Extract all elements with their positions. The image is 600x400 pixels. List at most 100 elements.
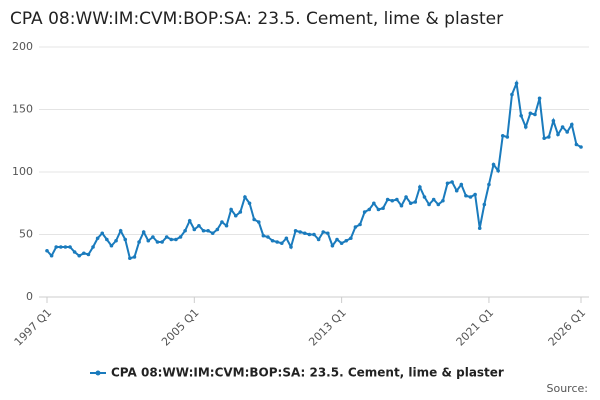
legend-label: CPA 08:WW:IM:CVM:BOP:SA: 23.5. Cement, l… [111, 366, 504, 380]
point [395, 197, 399, 202]
point [372, 201, 376, 206]
point [500, 133, 505, 138]
point [86, 252, 91, 257]
point [155, 240, 160, 244]
point [132, 255, 137, 259]
point [505, 135, 510, 139]
x-tick-label: 2005 Q1 [159, 306, 202, 349]
point [312, 232, 316, 237]
point [247, 201, 252, 206]
point [353, 225, 358, 229]
point [100, 231, 105, 236]
point [436, 202, 441, 207]
point [128, 256, 132, 261]
point [528, 111, 533, 116]
point [284, 236, 289, 241]
point [330, 243, 335, 248]
point [63, 245, 68, 249]
point [514, 81, 519, 86]
point [427, 202, 431, 207]
point [519, 113, 523, 118]
point [275, 240, 279, 244]
x-tick-label: 2013 Q1 [306, 306, 349, 349]
point [187, 218, 192, 223]
point [123, 237, 128, 242]
point [326, 231, 330, 236]
point [418, 185, 422, 189]
legend-marker [95, 370, 101, 376]
x-tick-label: 2026 Q1 [546, 306, 589, 349]
point [487, 182, 491, 187]
point [72, 250, 77, 254]
point [206, 228, 210, 233]
point [118, 228, 123, 233]
point [574, 142, 579, 147]
point [243, 195, 247, 199]
point [468, 195, 473, 199]
point [289, 245, 293, 249]
point [82, 251, 86, 256]
point [137, 240, 141, 244]
point [473, 192, 477, 197]
point [464, 193, 468, 198]
point [533, 112, 537, 117]
point [450, 180, 454, 184]
point [270, 238, 275, 243]
point [105, 237, 109, 242]
point [551, 118, 556, 123]
source: Source: [547, 382, 589, 395]
point [54, 245, 59, 249]
point [174, 237, 178, 242]
point [537, 96, 542, 101]
point [542, 136, 546, 141]
point [454, 188, 459, 193]
point [560, 125, 565, 129]
point [164, 235, 169, 239]
point [68, 245, 72, 249]
point [141, 230, 146, 234]
y-tick-label: 100 [12, 165, 33, 178]
point [404, 195, 408, 199]
point [197, 223, 201, 228]
point [459, 182, 464, 187]
point [441, 198, 445, 203]
point [408, 201, 413, 206]
point [496, 168, 500, 173]
point [316, 237, 321, 242]
point [233, 213, 238, 218]
point [252, 217, 256, 222]
point [385, 197, 390, 202]
point [256, 220, 261, 224]
point [151, 235, 155, 239]
point [477, 226, 482, 231]
point [178, 235, 183, 239]
point [510, 92, 514, 97]
chart-title: CPA 08:WW:IM:CVM:BOP:SA: 23.5. Cement, l… [10, 9, 503, 29]
point [77, 253, 82, 258]
point [224, 223, 229, 228]
point [146, 238, 151, 243]
x-tick-label: 1997 Q1 [12, 306, 55, 349]
point [569, 122, 574, 127]
y-tick-label: 50 [19, 228, 33, 241]
point [358, 222, 362, 227]
point [229, 207, 233, 212]
point [339, 241, 344, 246]
point [201, 228, 206, 233]
point [546, 135, 551, 139]
point [390, 198, 395, 203]
point [349, 236, 353, 241]
point [523, 125, 528, 129]
point [109, 243, 114, 248]
point [293, 228, 298, 233]
point [183, 228, 187, 233]
point [367, 207, 372, 212]
x-tick-label: 2021 Q1 [454, 306, 497, 349]
y-tick-label: 150 [12, 103, 33, 116]
point [556, 132, 560, 137]
point [169, 237, 174, 242]
point [210, 231, 215, 236]
point [49, 253, 54, 258]
point [413, 200, 418, 204]
